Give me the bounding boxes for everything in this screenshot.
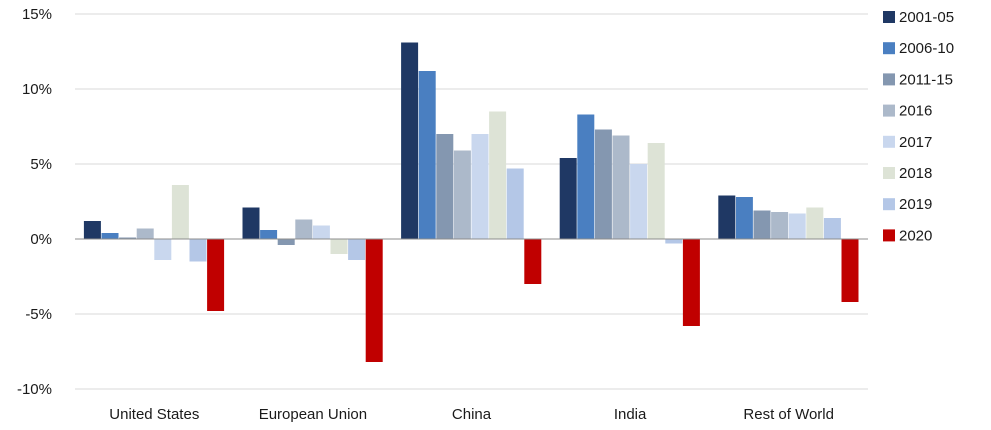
bar xyxy=(119,237,137,239)
legend-swatch xyxy=(883,11,895,23)
bar xyxy=(577,114,595,239)
bar xyxy=(682,239,700,326)
bar xyxy=(418,71,436,239)
bar xyxy=(806,207,824,239)
bar xyxy=(83,221,101,239)
bar xyxy=(506,168,524,239)
y-tick-label: 10% xyxy=(22,81,52,98)
y-tick-label: 15% xyxy=(22,6,52,23)
y-tick-label: 0% xyxy=(30,231,52,248)
bar xyxy=(207,239,225,311)
bar xyxy=(559,158,577,239)
legend-label: 2001-05 xyxy=(899,9,954,26)
bar xyxy=(453,150,471,239)
legend-swatch xyxy=(883,198,895,211)
bar xyxy=(189,239,207,262)
bar xyxy=(330,239,348,254)
bar xyxy=(136,228,154,239)
bar xyxy=(242,207,260,239)
bar xyxy=(365,239,383,362)
bar xyxy=(594,129,612,239)
bar xyxy=(171,185,189,239)
bar xyxy=(630,164,648,239)
bar xyxy=(260,230,278,239)
legend-label: 2018 xyxy=(899,165,932,182)
legend-label: 2019 xyxy=(899,196,932,213)
bars xyxy=(83,42,859,362)
legend-label: 2017 xyxy=(899,134,932,151)
x-category-label: European Union xyxy=(259,406,367,423)
bar xyxy=(277,239,295,245)
bar xyxy=(436,134,454,239)
bar xyxy=(718,195,736,239)
bar xyxy=(612,135,630,239)
legend-swatch xyxy=(883,167,895,179)
y-tick-label: 5% xyxy=(30,156,52,173)
x-category-label: India xyxy=(614,406,647,423)
x-axis-categories: United States European Union China India Res… xyxy=(109,406,834,423)
legend-label: 2011-15 xyxy=(899,71,953,88)
bar xyxy=(647,143,665,239)
legend-swatch xyxy=(883,104,895,117)
bar xyxy=(771,212,789,239)
bar xyxy=(295,219,313,239)
legend: 2001-05 2006-10 2011-15 2016 2017 2018 2019 202… xyxy=(883,9,954,244)
bar xyxy=(753,210,771,239)
y-axis-ticks: -10% -5% 0% 5% 10% 15% xyxy=(17,6,52,398)
bar xyxy=(823,218,841,239)
legend-swatch xyxy=(883,42,895,55)
legend-swatch xyxy=(883,135,895,148)
bar xyxy=(524,239,542,284)
legend-label: 2016 xyxy=(899,103,932,120)
bar xyxy=(788,213,806,239)
bar xyxy=(665,239,683,244)
bar xyxy=(735,197,753,239)
bar xyxy=(101,233,119,239)
y-tick-label: -10% xyxy=(17,381,52,398)
legend-label: 2006-10 xyxy=(899,40,954,57)
x-category-label: China xyxy=(452,406,492,423)
x-category-label: United States xyxy=(109,406,199,423)
bar xyxy=(312,225,330,239)
bar xyxy=(401,42,419,239)
bar xyxy=(154,239,172,260)
bar xyxy=(841,239,859,302)
y-tick-label: -5% xyxy=(25,306,52,323)
legend-swatch xyxy=(883,73,895,86)
legend-swatch xyxy=(883,229,895,242)
x-category-label: Rest of World xyxy=(743,406,834,423)
bar xyxy=(489,111,507,239)
bar xyxy=(348,239,366,260)
legend-label: 2020 xyxy=(899,227,932,244)
bar xyxy=(471,134,489,239)
